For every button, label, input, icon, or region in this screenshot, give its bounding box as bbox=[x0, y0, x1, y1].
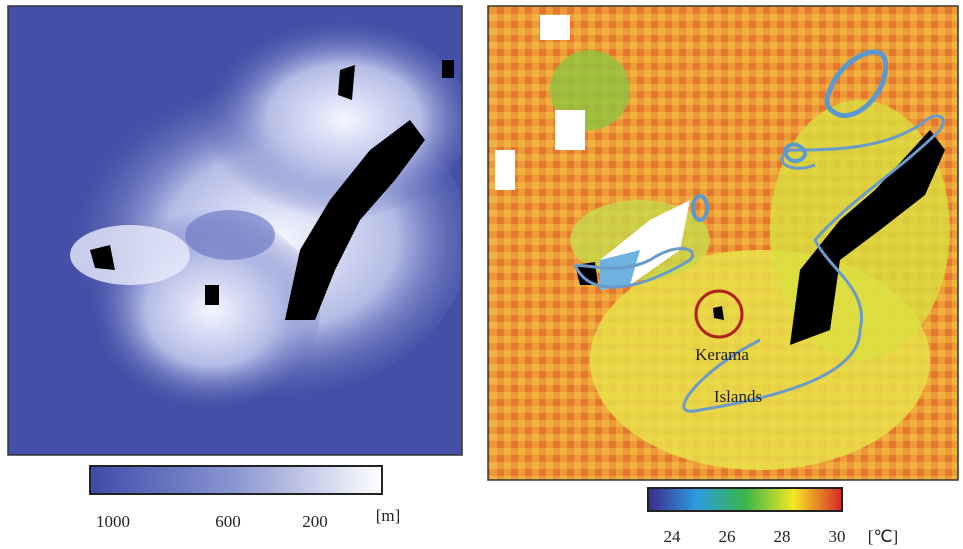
unit-label: [℃] bbox=[868, 527, 898, 546]
tick-label: 1000 bbox=[96, 512, 130, 531]
tick-label: 24 bbox=[664, 527, 682, 546]
tick-label: 28 bbox=[774, 527, 791, 546]
tick-label: 600 bbox=[215, 512, 241, 531]
tick-label: 30 bbox=[829, 527, 846, 546]
colorbar bbox=[648, 488, 842, 511]
annotation: Kerama bbox=[695, 345, 749, 364]
unit-label: [m] bbox=[376, 506, 401, 525]
figure: 1000 600 200 [m] Kerama Islands 24 26 28… bbox=[0, 0, 963, 549]
annotation: Islands bbox=[714, 387, 762, 406]
colorbar bbox=[90, 466, 382, 494]
temperature-map: Kerama Islands bbox=[488, 6, 958, 480]
bathymetry-map bbox=[8, 6, 470, 455]
tick-label: 200 bbox=[302, 512, 328, 531]
tick-label: 26 bbox=[719, 527, 736, 546]
